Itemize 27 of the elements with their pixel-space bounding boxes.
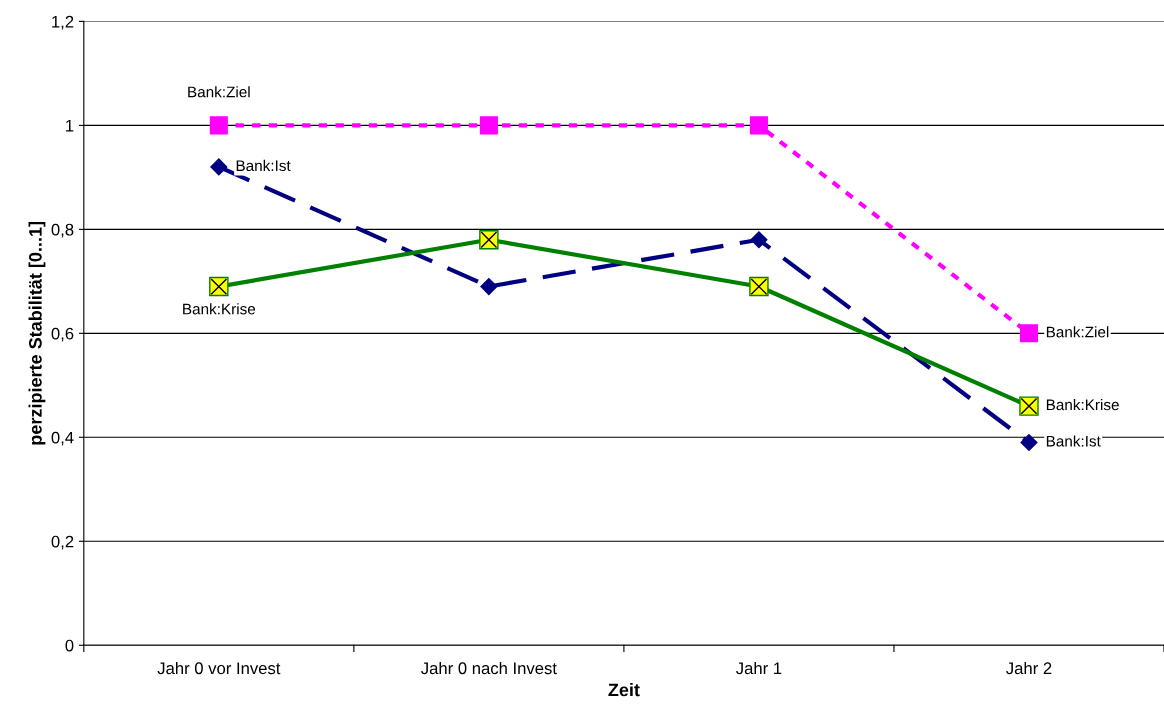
x-tick-label: Jahr 2 bbox=[1006, 661, 1052, 675]
y-tick-label: 0,8 bbox=[51, 223, 74, 238]
y-axis-title: perzipierte Stabilität [0...1] bbox=[28, 221, 46, 445]
point bbox=[210, 158, 228, 176]
text: Bank:Krise bbox=[183, 303, 256, 315]
point bbox=[750, 231, 768, 249]
y-tick-label: 0,4 bbox=[51, 431, 74, 446]
y-tick-label: 0,6 bbox=[51, 327, 74, 342]
x-tick-label: Jahr 1 bbox=[736, 661, 782, 675]
series-label: Bank:Ist bbox=[236, 159, 291, 172]
series-label: Bank:Ziel bbox=[1046, 326, 1109, 338]
x-tick-label: Jahr 0 vor Invest bbox=[157, 661, 281, 675]
x-tick-label: Jahr 0 nach Invest bbox=[421, 661, 557, 675]
y-tick-label: 1,2 bbox=[52, 15, 74, 30]
point bbox=[1019, 324, 1039, 343]
point bbox=[1020, 433, 1038, 452]
text: Bank:Ist bbox=[1046, 435, 1101, 447]
point bbox=[480, 277, 498, 296]
series-label: Bank:Krise bbox=[1046, 398, 1119, 411]
x-axis-title: Zeit bbox=[608, 683, 640, 697]
y-tick-label: 0,2 bbox=[51, 535, 74, 550]
y-tick-label: 1 bbox=[66, 119, 74, 132]
point bbox=[209, 116, 228, 135]
point bbox=[749, 116, 768, 135]
text: Bank:Ziel bbox=[188, 86, 250, 98]
y-tick-label: 0 bbox=[65, 639, 74, 652]
point bbox=[479, 116, 498, 135]
